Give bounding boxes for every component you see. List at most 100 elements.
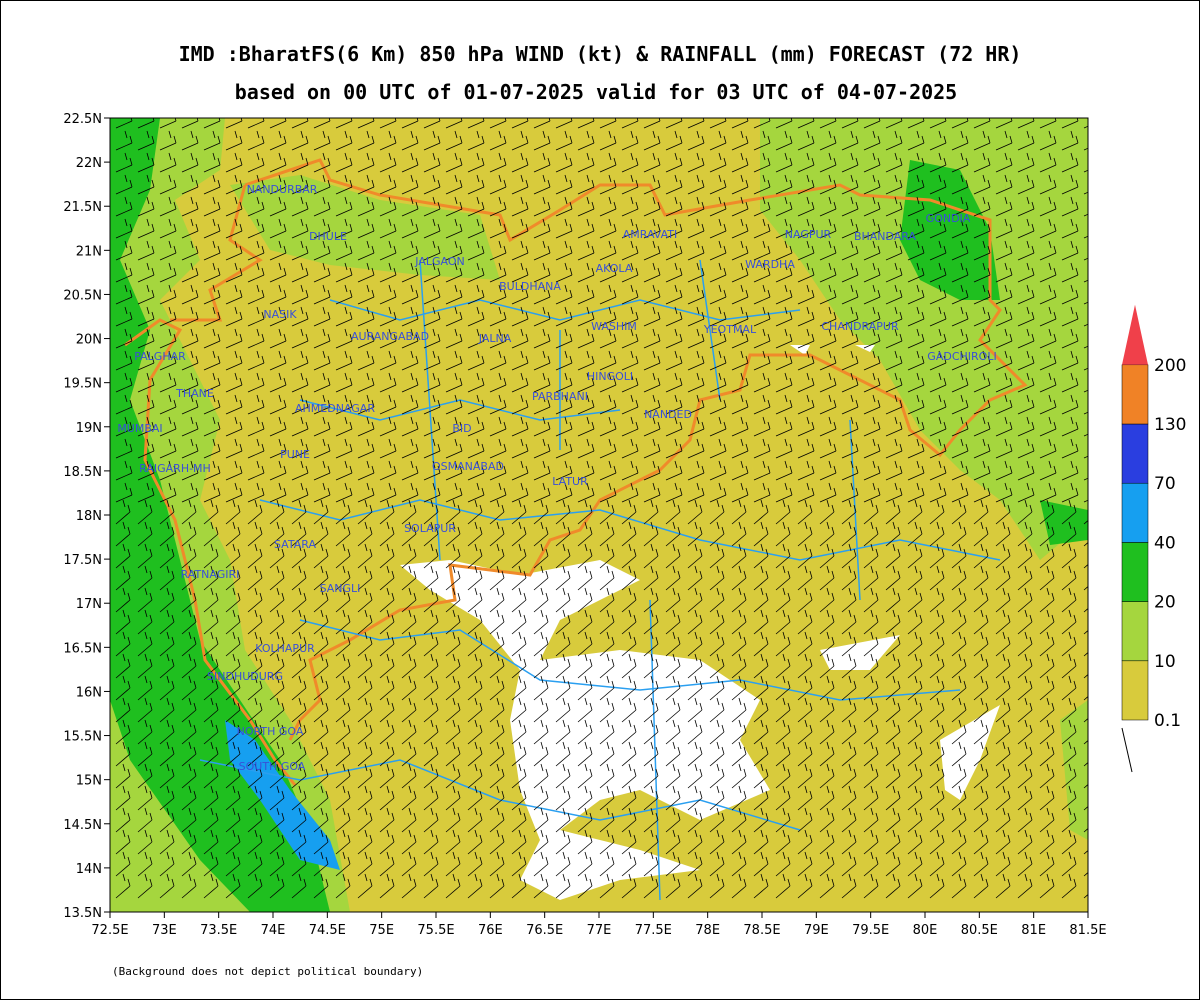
rain-shade [225, 720, 340, 870]
district-label: AHMEDNAGAR [295, 402, 375, 415]
district-label: SATARA [274, 538, 316, 551]
colorbar-box [1121, 423, 1149, 484]
y-tick-label: 14N [76, 862, 102, 877]
x-tick-label: 73.5E [200, 923, 237, 938]
x-tick-label: 77E [587, 923, 612, 938]
colorbar-box [1121, 660, 1149, 721]
rain-shade [900, 160, 1000, 300]
colorbar-label: 200 [1154, 356, 1186, 376]
district-label: NORTH GOA [237, 725, 304, 738]
colorbar-box [1121, 601, 1149, 662]
x-tick-label: 81.5E [1069, 923, 1106, 938]
x-tick-label: 81E [1021, 923, 1046, 938]
district-label: HINGOLI [587, 370, 633, 383]
colorbar-label: 10 [1154, 652, 1176, 672]
district-label: CHANDRAPUR [821, 320, 899, 333]
district-label: GONDIA [926, 212, 971, 225]
colorbar-extend [1122, 304, 1148, 365]
district-label: SOUTH GOA [239, 760, 306, 773]
title-line1: IMD :BharatFS(6 Km) 850 hPa WIND (kt) & … [179, 42, 1022, 66]
y-tick-label: 15.5N [63, 730, 102, 745]
x-tick-label: 79.5E [852, 923, 889, 938]
district-label: MUMBAI [117, 422, 162, 435]
colorbar-label: 0.1 [1154, 711, 1181, 731]
district-label: SINDHUDURG [207, 670, 283, 683]
district-label: AMRAVATI [623, 228, 678, 241]
rain-shade [760, 118, 1088, 560]
colorbar-label: 20 [1154, 593, 1176, 613]
x-tick-label: 75E [369, 923, 394, 938]
colorbar-label: 130 [1154, 415, 1186, 435]
footnote: (Background does not depict political bo… [112, 965, 423, 978]
district-label: LATUR [552, 475, 588, 488]
y-tick-label: 17.5N [63, 553, 102, 568]
title-line2: based on 00 UTC of 01-07-2025 valid for … [235, 80, 957, 104]
rain-shade [110, 118, 330, 912]
x-tick-label: 77.5E [635, 923, 672, 938]
district-label: BID [452, 422, 471, 435]
district-label: JALNA [478, 332, 512, 345]
colorbar-box [1121, 364, 1149, 425]
district-label: RAIGARH-MH [139, 462, 211, 475]
colorbar-box [1121, 482, 1149, 543]
x-tick-label: 76.5E [526, 923, 563, 938]
district-label: KOLHAPUR [255, 642, 315, 655]
x-tick-label: 78.5E [743, 923, 780, 938]
district-label: NASIK [263, 308, 297, 321]
x-tick-label: 78E [695, 923, 720, 938]
x-tick-label: 72.5E [91, 923, 128, 938]
no-rain [790, 345, 1000, 800]
wind-barbs [115, 118, 1088, 899]
district-label: AURANGABAD [351, 330, 429, 343]
district-label: NANDED [644, 408, 692, 421]
colorbar: 0.1 10 20 40 70 130 200 [1121, 304, 1186, 731]
x-tick-label: 74E [261, 923, 286, 938]
x-tick-label: 80E [913, 923, 938, 938]
y-tick-label: 22N [76, 156, 102, 171]
district-label: PARBHANI [532, 390, 588, 403]
district-label: WARDHA [745, 258, 795, 271]
y-tick-label: 18N [76, 509, 102, 524]
y-tick-label: 21N [76, 244, 102, 259]
y-tick-label: 16.5N [63, 641, 102, 656]
y-tick-label: 21.5N [63, 200, 102, 215]
district-label: NAGPUR [785, 228, 832, 241]
y-tick-label: 19N [76, 421, 102, 436]
district-label: NANDURBAR [247, 183, 318, 196]
x-tick-label: 74.5E [309, 923, 346, 938]
district-label: OSMANABAD [432, 460, 504, 473]
district-label: WASHIM [591, 320, 637, 333]
y-tick-label: 17N [76, 597, 102, 612]
district-label: DHULE [309, 230, 347, 243]
district-label: THANE [175, 387, 214, 400]
y-tick-label: 20.5N [63, 288, 102, 303]
district-label: JALGAON [414, 255, 464, 268]
y-tick-label: 16N [76, 685, 102, 700]
no-rain [400, 560, 770, 900]
district-label: SOLAPUR [404, 522, 456, 535]
district-labels: NANDURBAR DHULE JALGAON BULDHANA AMRAVATI AKO… [117, 183, 996, 773]
district-label: RATNAGIRI [181, 568, 240, 581]
y-tick-label: 20N [76, 333, 102, 348]
district-label: BHANDARA [854, 230, 917, 243]
x-tick-label: 76E [478, 923, 503, 938]
plot [110, 118, 1088, 912]
district-label: BULDHANA [499, 280, 561, 293]
y-tick-label: 22.5N [63, 112, 102, 127]
district-label: YEOTMAL [703, 323, 757, 336]
axes: 72.5E 73E 73.5E 74E 74.5E 75E 75.5E 76E 76.5E 77E… [63, 112, 1106, 938]
district-label: SANGLI [320, 582, 361, 595]
y-tick-label: 18.5N [63, 465, 102, 480]
district-label: PUNE [280, 448, 310, 461]
y-tick-label: 15N [76, 774, 102, 789]
y-tick-label: 13.5N [63, 906, 102, 921]
colorbar-box [1121, 542, 1149, 602]
state-boundary [124, 158, 1028, 786]
district-label: PALGHAR [134, 350, 186, 363]
colorbar-label: 70 [1154, 474, 1176, 494]
y-tick-label: 19.5N [63, 377, 102, 392]
x-tick-label: 79E [804, 923, 829, 938]
x-tick-label: 75.5E [417, 923, 454, 938]
colorbar-label: 40 [1154, 533, 1176, 553]
